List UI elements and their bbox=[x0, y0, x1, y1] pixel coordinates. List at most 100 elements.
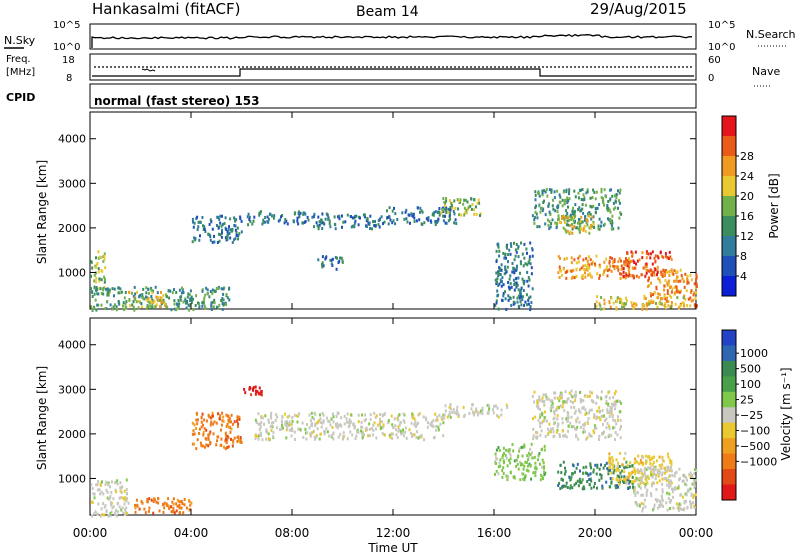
data-cell bbox=[427, 218, 430, 222]
data-cell bbox=[488, 404, 491, 408]
data-cell bbox=[517, 246, 520, 250]
data-cell bbox=[416, 206, 419, 210]
data-cell bbox=[557, 255, 560, 259]
data-cell bbox=[504, 265, 507, 269]
data-cell bbox=[204, 230, 207, 234]
data-cell bbox=[595, 254, 598, 258]
data-cell bbox=[556, 428, 559, 432]
data-cell bbox=[500, 280, 502, 284]
data-cell bbox=[574, 214, 577, 218]
data-cell bbox=[569, 421, 572, 425]
data-cell bbox=[602, 201, 605, 204]
data-cell bbox=[545, 419, 548, 423]
data-cell bbox=[402, 428, 404, 432]
data-cell bbox=[620, 475, 623, 479]
data-cell bbox=[259, 431, 262, 435]
data-cell bbox=[266, 430, 268, 434]
data-cell bbox=[207, 444, 210, 448]
data-cell bbox=[353, 426, 356, 430]
data-cell bbox=[451, 411, 454, 414]
data-cell bbox=[324, 217, 327, 221]
data-cell bbox=[642, 502, 645, 506]
data-cell bbox=[606, 274, 609, 278]
data-cell bbox=[361, 413, 364, 417]
data-cell bbox=[469, 204, 472, 208]
data-cell bbox=[450, 201, 453, 205]
data-cell bbox=[681, 301, 684, 305]
data-cell bbox=[378, 225, 381, 229]
data-cell bbox=[505, 244, 508, 248]
data-cell bbox=[593, 482, 596, 485]
data-cell bbox=[453, 199, 456, 203]
data-cell bbox=[579, 410, 582, 414]
data-cell bbox=[321, 265, 324, 269]
data-cell bbox=[572, 215, 574, 219]
data-cell bbox=[357, 430, 360, 434]
data-cell bbox=[90, 287, 92, 291]
data-cell bbox=[645, 303, 648, 307]
data-cell bbox=[253, 215, 256, 219]
data-cell bbox=[577, 191, 580, 195]
data-cell bbox=[467, 205, 470, 209]
data-cell bbox=[511, 270, 514, 274]
data-cell bbox=[588, 394, 591, 398]
data-cell bbox=[350, 413, 353, 417]
data-cell bbox=[158, 509, 161, 513]
data-cell bbox=[645, 262, 648, 266]
data-cell bbox=[606, 422, 609, 425]
data-cell bbox=[562, 478, 564, 482]
data-cell bbox=[650, 494, 653, 498]
data-cell bbox=[202, 423, 204, 427]
data-cell bbox=[471, 410, 474, 414]
data-cell bbox=[588, 214, 591, 218]
data-cell bbox=[645, 271, 648, 275]
data-cell bbox=[636, 460, 639, 464]
data-cell bbox=[240, 230, 243, 234]
data-cell bbox=[538, 225, 541, 229]
data-cell bbox=[556, 189, 559, 193]
data-cell bbox=[150, 295, 153, 298]
data-cell bbox=[279, 218, 281, 222]
data-cell bbox=[335, 424, 338, 428]
data-cell bbox=[96, 488, 99, 492]
power-colorbar-title: Power [dB] bbox=[767, 173, 781, 238]
data-cell bbox=[588, 272, 591, 276]
data-cell bbox=[579, 397, 582, 401]
data-cell bbox=[397, 418, 400, 422]
data-cell bbox=[418, 412, 421, 416]
data-cell bbox=[609, 210, 612, 214]
data-cell bbox=[260, 416, 263, 420]
data-cell bbox=[673, 285, 676, 289]
data-cell bbox=[602, 272, 605, 276]
data-cell bbox=[514, 248, 517, 252]
data-cell bbox=[93, 512, 96, 516]
data-cell bbox=[178, 506, 181, 510]
data-cell bbox=[409, 221, 411, 225]
data-cell bbox=[259, 422, 262, 426]
data-cell bbox=[392, 219, 395, 223]
data-cell bbox=[678, 467, 681, 471]
data-cell bbox=[498, 269, 501, 273]
data-cell bbox=[591, 224, 594, 228]
data-cell bbox=[594, 207, 597, 211]
data-cell bbox=[91, 307, 94, 311]
data-cell bbox=[339, 432, 342, 436]
data-cell bbox=[592, 468, 595, 472]
data-region bbox=[254, 411, 446, 442]
data-cell bbox=[422, 415, 425, 419]
data-cell bbox=[683, 285, 686, 289]
data-cell bbox=[295, 414, 298, 418]
nave-trace bbox=[92, 68, 694, 77]
data-cell bbox=[505, 448, 508, 452]
data-cell bbox=[215, 443, 218, 447]
data-cell bbox=[523, 478, 526, 482]
data-cell bbox=[569, 399, 572, 403]
data-cell bbox=[150, 288, 153, 292]
data-cell bbox=[169, 289, 172, 293]
data-cell bbox=[476, 410, 479, 414]
data-cell bbox=[619, 188, 622, 192]
data-cell bbox=[252, 219, 255, 223]
data-cell bbox=[519, 288, 522, 292]
data-cell bbox=[463, 211, 466, 215]
colorbar-swatch bbox=[722, 136, 736, 157]
